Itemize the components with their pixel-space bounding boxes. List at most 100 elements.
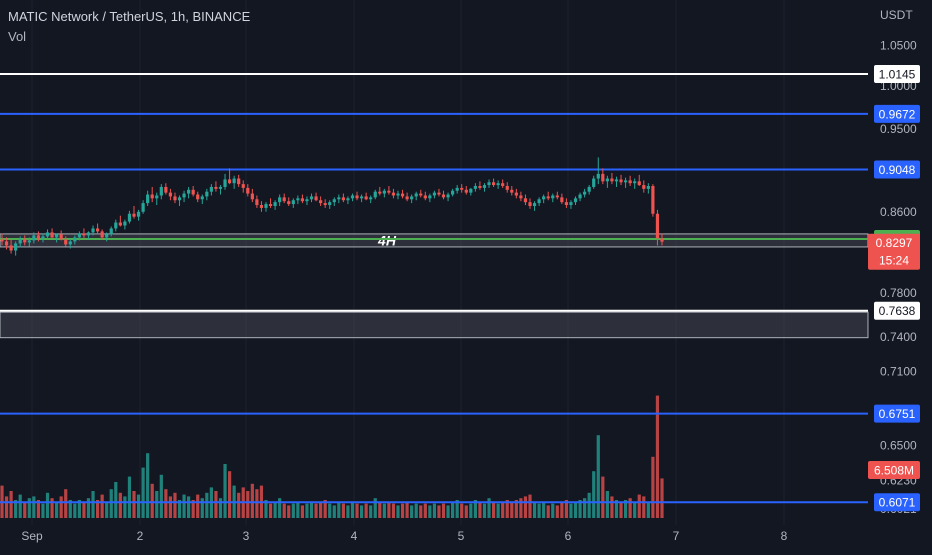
level-price-tag: 0.6751 [879, 407, 916, 421]
candle-body [227, 179, 232, 184]
volume-bar [473, 500, 477, 518]
price-tick-label: 0.6500 [880, 438, 917, 452]
volume-bar [610, 496, 614, 518]
volume-bar [596, 435, 600, 518]
volume-tag-bg [868, 461, 920, 479]
candle-body [59, 234, 63, 240]
candle-body [410, 196, 414, 200]
volume-bar [355, 503, 359, 518]
candle-body [95, 228, 100, 232]
volume-bar [291, 503, 295, 518]
candle-body [50, 232, 54, 238]
volume-bar [155, 491, 159, 518]
volume-bar [514, 500, 518, 518]
candle-body [123, 221, 127, 226]
candle-body [555, 195, 559, 198]
volume-bar [173, 492, 177, 518]
volume-bar [583, 498, 587, 518]
zone-label: 4H [377, 232, 397, 248]
candle-body [355, 195, 359, 199]
volume-bar [623, 500, 628, 518]
volume-bar [551, 503, 555, 518]
candle-body [610, 178, 614, 182]
candle-body [423, 195, 427, 199]
candle-body [369, 197, 373, 200]
candle-body [68, 241, 72, 245]
volume-bar [27, 498, 31, 518]
candle-body [287, 201, 291, 205]
candle-body [282, 197, 286, 202]
volume-bar [396, 505, 400, 518]
level-price-tag-bg [874, 160, 920, 179]
volume-bar [296, 501, 300, 518]
candle-body [73, 237, 77, 242]
candle-body [514, 192, 518, 196]
volume-bar [9, 491, 13, 518]
candle-body [332, 199, 336, 203]
volume-bar [350, 501, 355, 518]
volume-bar [414, 503, 418, 518]
candle-body [428, 195, 432, 199]
candle-body [328, 202, 332, 206]
candle-body [373, 191, 377, 198]
candle-body [309, 196, 314, 200]
volume-bar [419, 505, 423, 518]
volume-bar [55, 501, 59, 518]
volume-bar [278, 498, 282, 518]
volume-bar [287, 505, 291, 518]
candle-body [359, 196, 364, 199]
candle-body [36, 235, 41, 239]
candle-body [136, 211, 141, 217]
candle-body [441, 194, 446, 198]
candle-body [18, 239, 22, 244]
candle-body [646, 186, 650, 189]
volume-bar [164, 489, 168, 518]
candle-body [419, 193, 423, 196]
zone-box [0, 311, 869, 339]
volume-bar [528, 494, 532, 518]
last-price-tag-bg [868, 233, 920, 270]
candle-body [437, 192, 441, 195]
volume-bar [560, 501, 564, 518]
volume-bar [532, 501, 537, 518]
volume-bar [651, 456, 655, 518]
volume-bar [105, 501, 109, 518]
candle-body [209, 186, 213, 192]
volume-bar [41, 503, 45, 518]
time-tick-label: 5 [458, 529, 465, 543]
candle-body [551, 195, 555, 199]
time-tick-label: 8 [781, 529, 788, 543]
volume-bar [478, 501, 482, 518]
candle-body [23, 239, 27, 243]
volume-bar [86, 498, 91, 518]
candle-body [460, 187, 464, 190]
volume-bar [423, 503, 427, 518]
price-tick-label: 0.7100 [880, 365, 917, 379]
volume-bar [264, 500, 268, 518]
volume-bar [146, 453, 150, 518]
level-price-tag: 1.0145 [879, 68, 916, 82]
volume-bar [601, 476, 605, 518]
candle-body [528, 202, 532, 207]
volume-bar [132, 491, 136, 518]
volume-bar [405, 501, 409, 518]
volume-bar [400, 503, 405, 518]
countdown-timer: 15:24 [879, 254, 909, 268]
candle-body [578, 194, 582, 199]
candle-body [205, 191, 209, 197]
candle-body [614, 179, 619, 182]
volume-bar [200, 498, 204, 518]
candle-body [542, 196, 546, 200]
volume-bar [496, 503, 500, 518]
candle-body [510, 189, 514, 193]
candle-body [469, 188, 473, 193]
time-tick-label: 2 [137, 529, 144, 543]
currency-label: USDT [880, 8, 913, 22]
volume-bar [114, 482, 118, 518]
volume-bar [501, 501, 505, 518]
last-price-value: 0.8297 [876, 236, 913, 250]
volume-bar [505, 500, 509, 518]
candle-body [473, 186, 477, 189]
